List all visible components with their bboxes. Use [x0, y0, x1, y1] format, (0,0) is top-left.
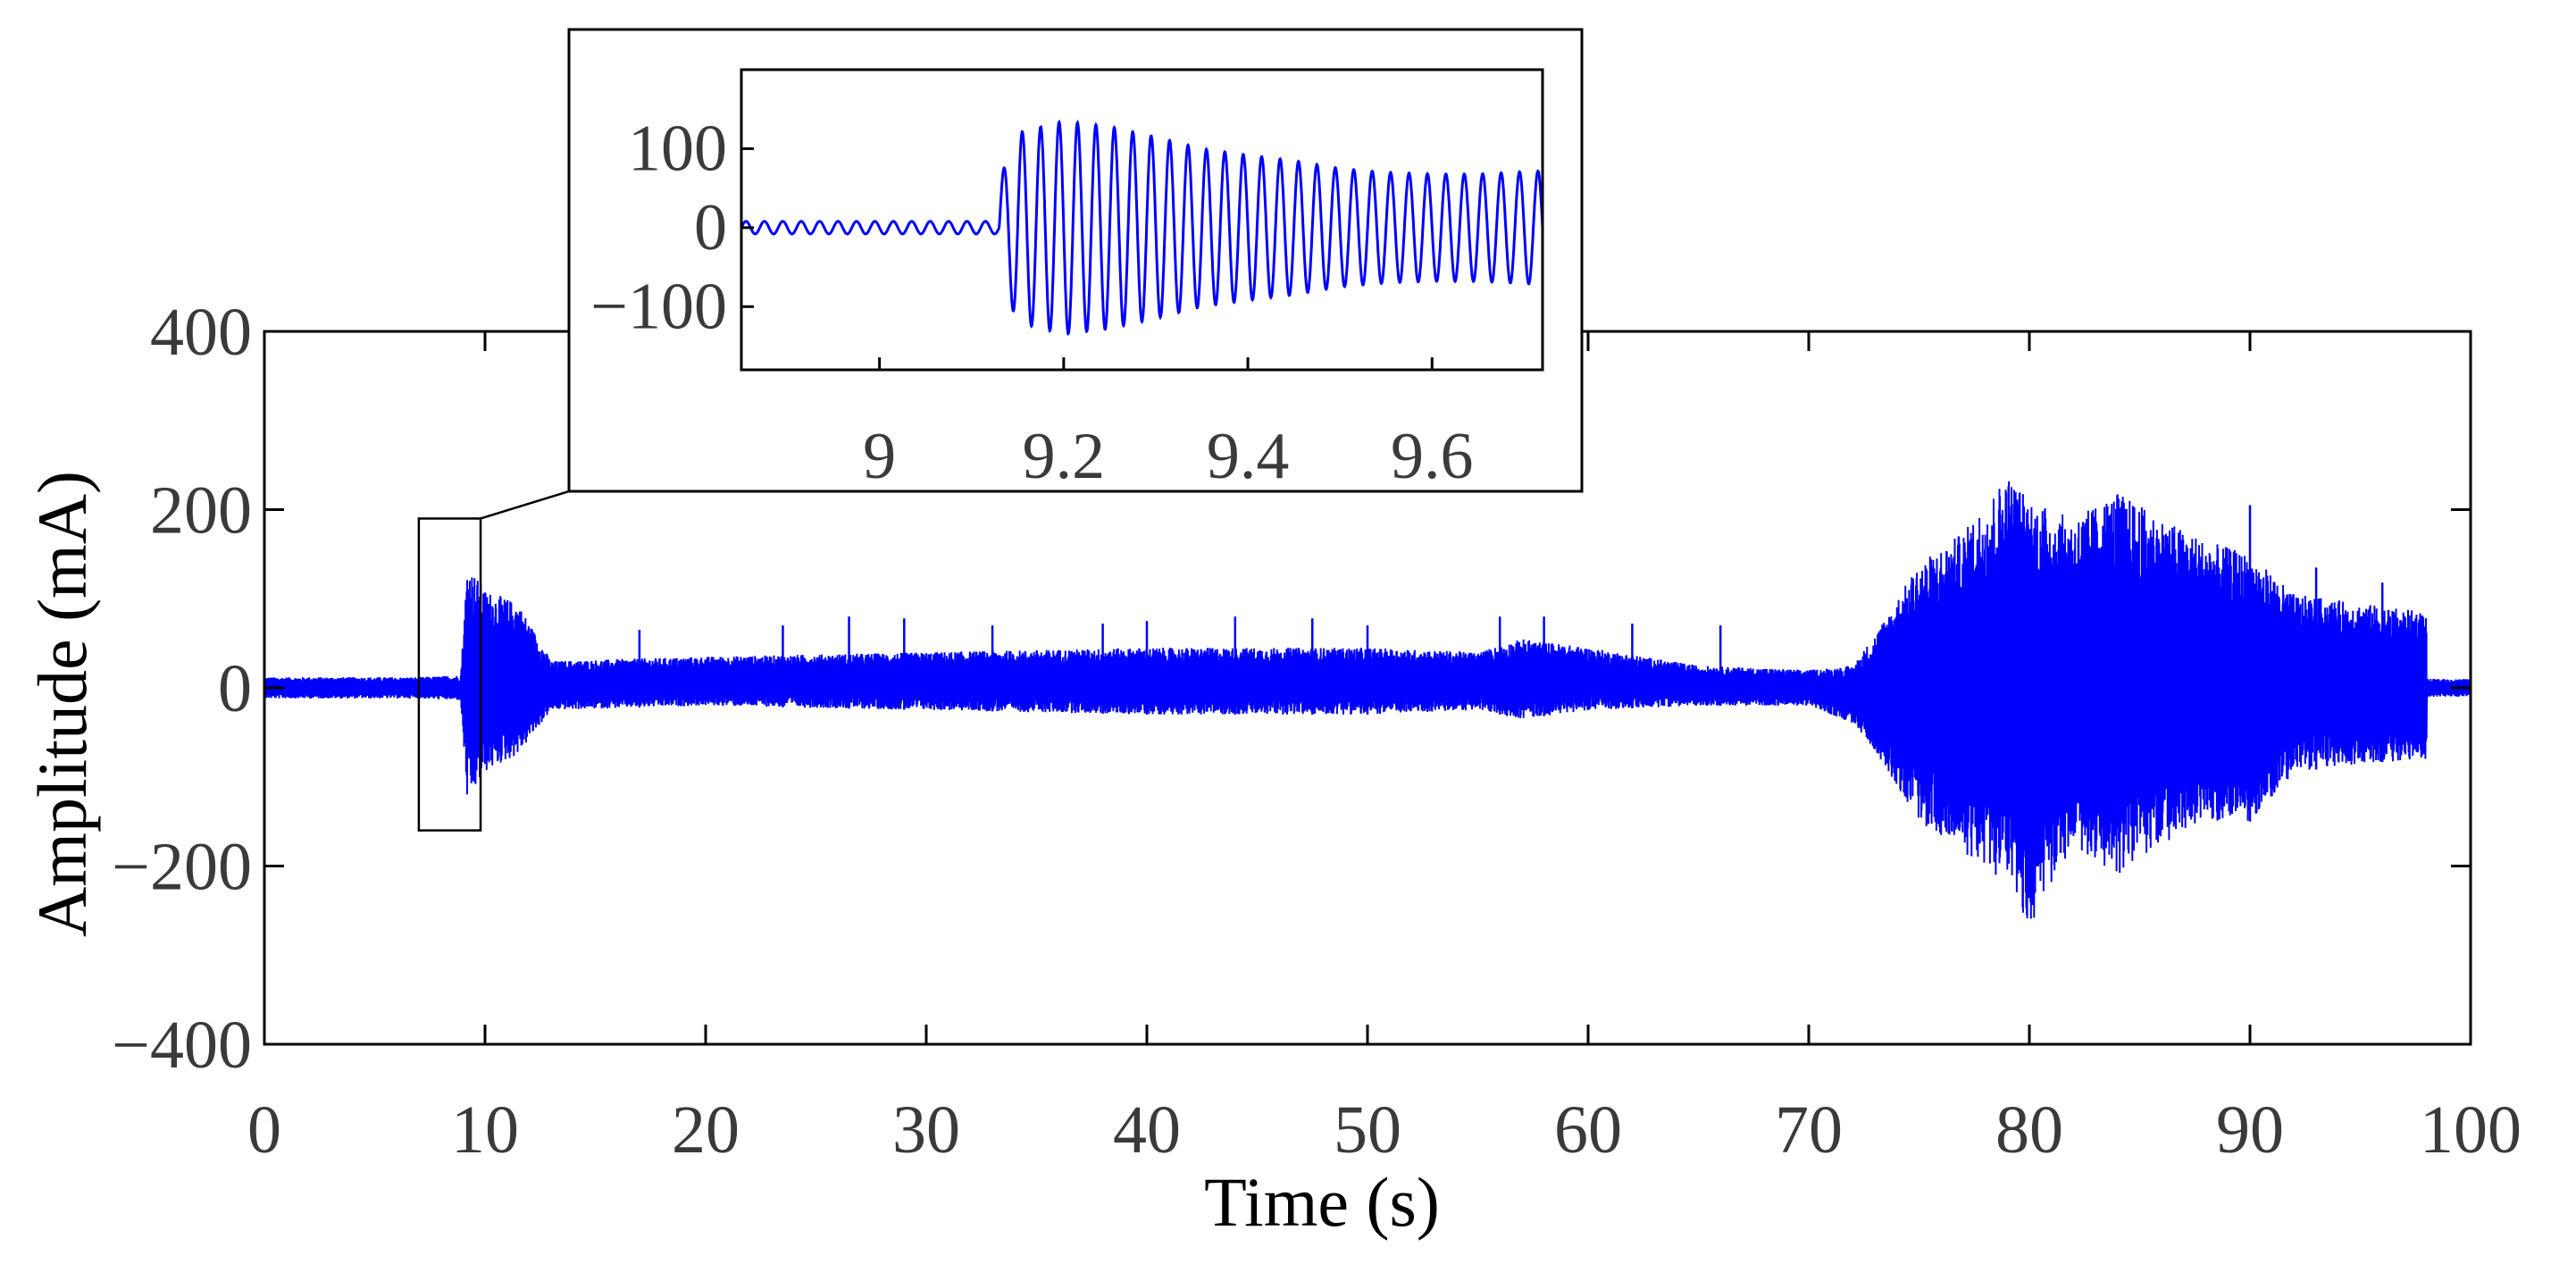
main-x-tick-label: 30 [892, 1092, 960, 1168]
inset-signal-trace [740, 119, 1544, 336]
main-y-axis-ticks: −400 −200 0 200 400 [112, 295, 2471, 1083]
inset-outer-frame [567, 28, 1584, 493]
inset-y-tick-label: −100 [590, 270, 727, 343]
main-x-tick-label: 50 [1334, 1092, 1401, 1168]
main-x-tick-label: 90 [2216, 1092, 2284, 1168]
main-signal-series [263, 481, 2471, 919]
main-x-axis-label: Time (s) [1204, 1163, 1440, 1241]
main-x-tick-label: 70 [1775, 1092, 1843, 1168]
main-y-tick-label: 0 [218, 651, 252, 726]
main-y-tick-label: −400 [112, 1008, 252, 1083]
main-y-tick-label: 400 [150, 295, 252, 370]
inset-signal-series [740, 119, 1544, 336]
inset-x-tick-label: 9.4 [1207, 420, 1290, 493]
main-x-tick-label: 80 [1995, 1092, 2063, 1168]
main-x-tick-label: 0 [247, 1092, 281, 1168]
main-y-tick-label: −200 [112, 830, 252, 905]
inset-plot-frame [740, 68, 1544, 372]
inset-y-tick-label: 0 [694, 191, 727, 264]
inset-x-tick-label: 9.6 [1391, 420, 1474, 493]
main-y-tick-label: 200 [150, 473, 252, 548]
zoom-region-box [417, 517, 482, 832]
main-x-tick-label: 60 [1554, 1092, 1622, 1168]
inset-y-tick-label: 100 [628, 112, 727, 185]
main-x-tick-label: 100 [2420, 1092, 2522, 1168]
inset-x-tick-label: 9 [863, 420, 896, 493]
main-x-axis-ticks: 0 10 20 30 40 50 60 70 80 90 100 [247, 331, 2522, 1168]
inset-x-tick-label: 9.2 [1023, 420, 1106, 493]
main-x-tick-label: 10 [451, 1092, 519, 1168]
main-y-axis-label: Amplitude (mA) [23, 471, 101, 937]
main-x-tick-label: 40 [1113, 1092, 1181, 1168]
zoom-connector-line [480, 490, 570, 520]
inset-x-axis-ticks: 9 9.2 9.4 9.6 [863, 357, 1474, 493]
main-x-tick-label: 20 [672, 1092, 740, 1168]
